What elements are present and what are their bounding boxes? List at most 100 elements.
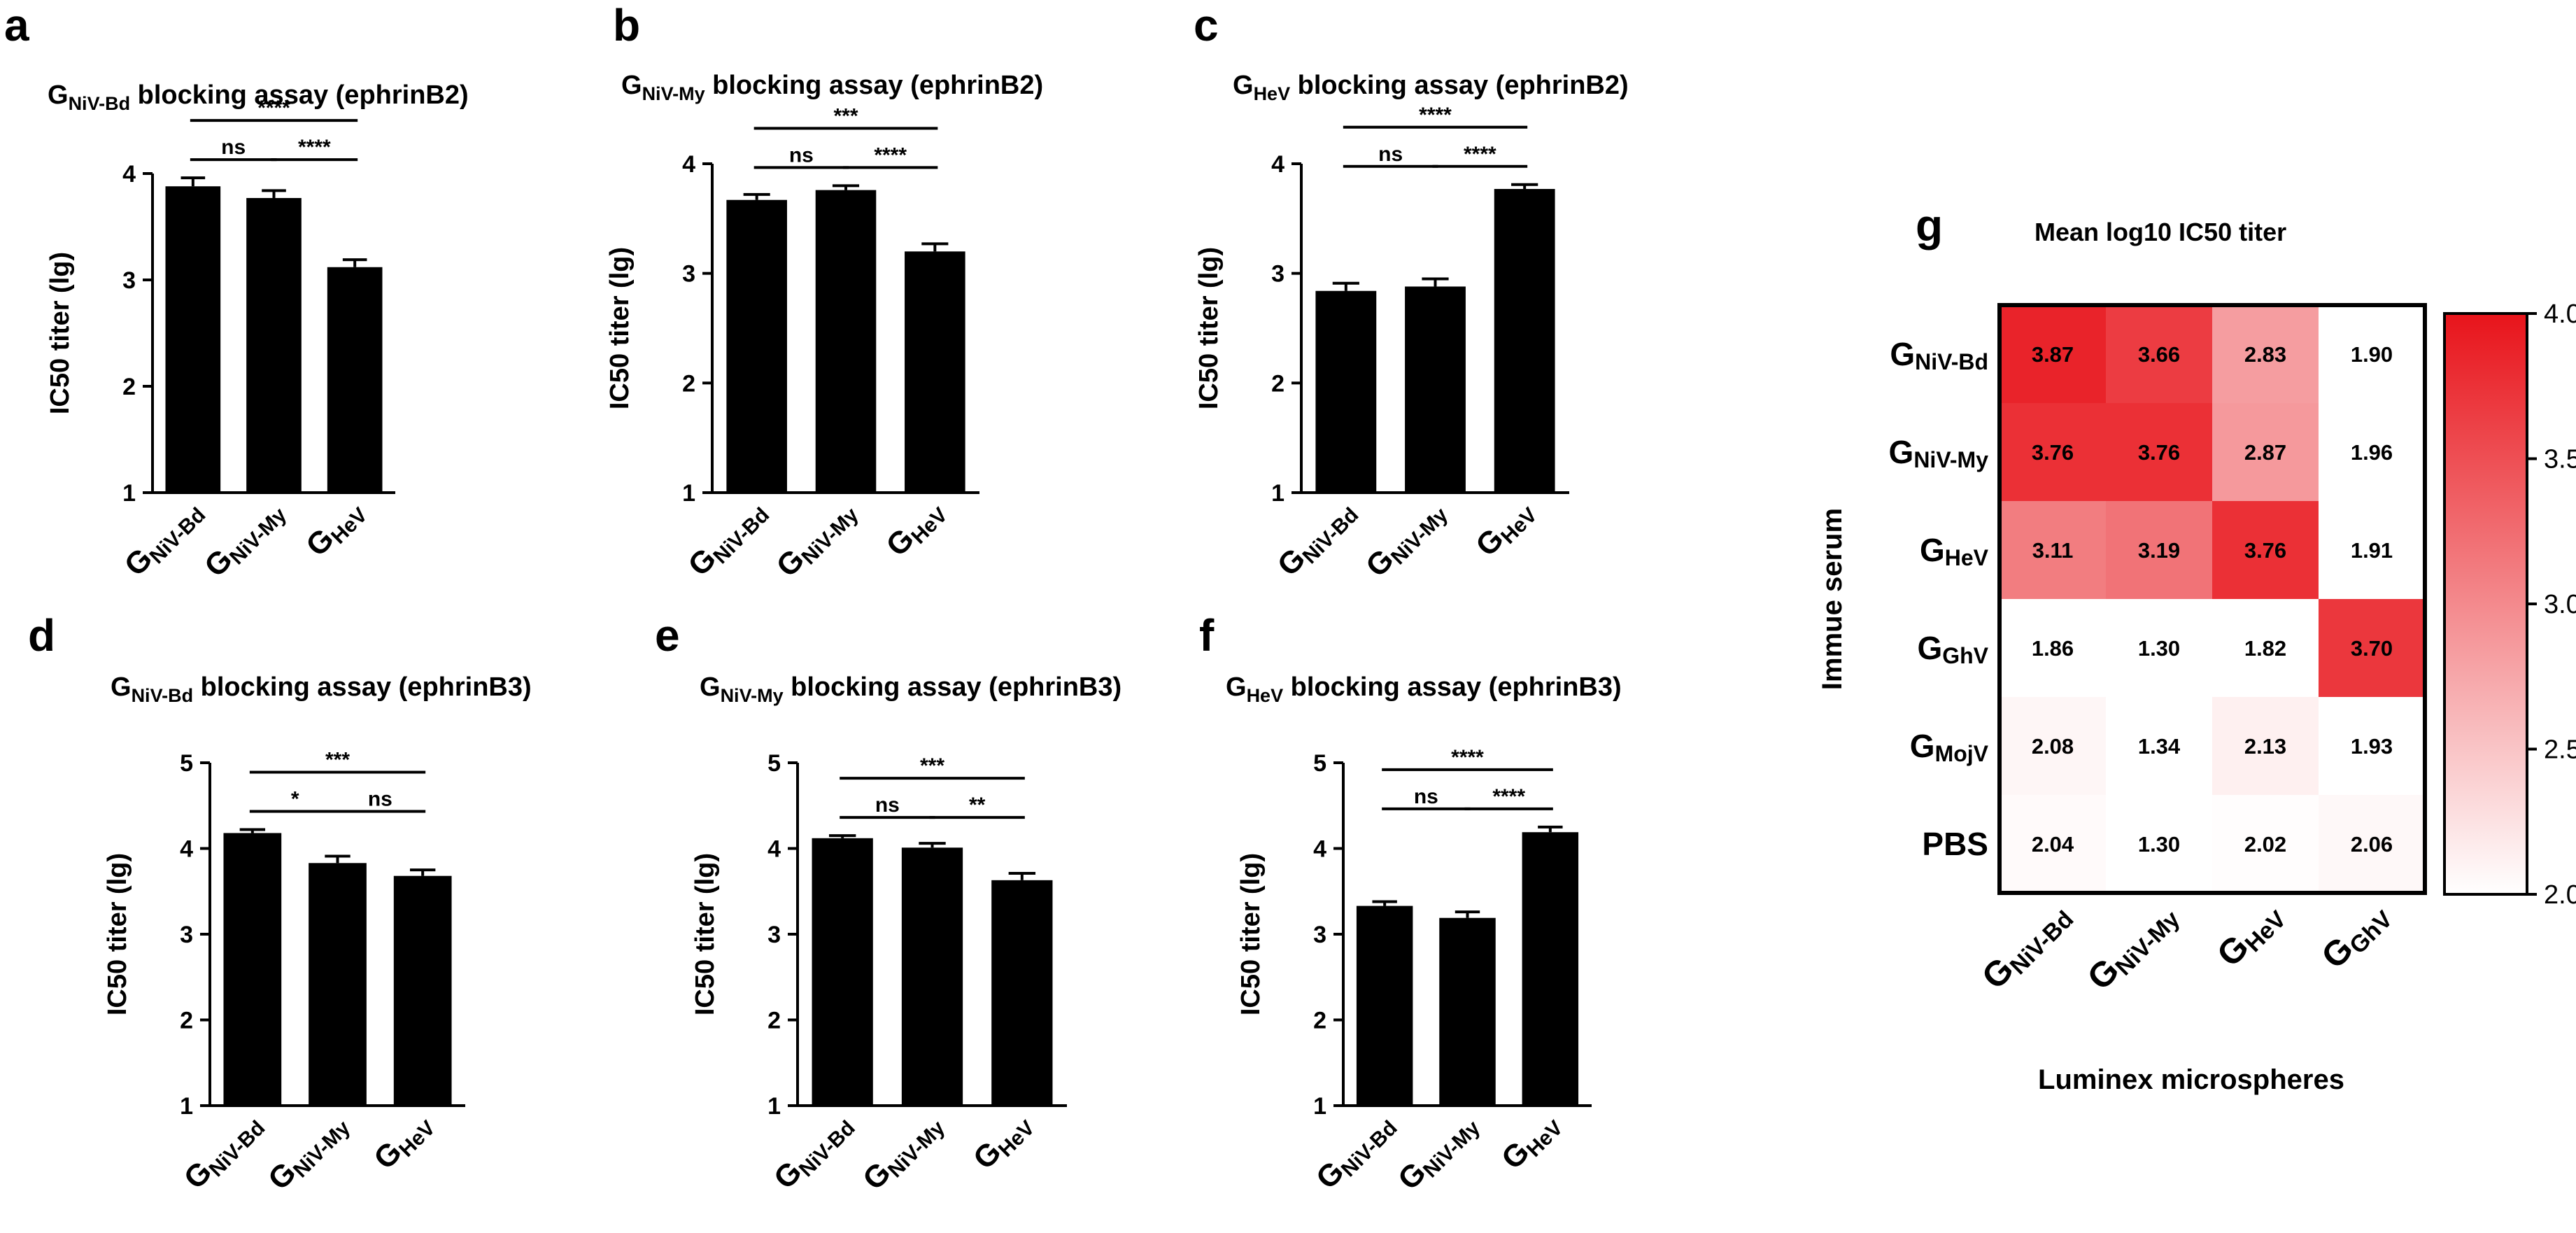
heatmap-cell-value: 3.19	[2138, 538, 2180, 563]
heatmap-row-label-sub: GhV	[1942, 643, 1988, 668]
heatmap-row-label-sub: MojV	[1935, 741, 1989, 766]
x-category-label: GNiV-Bd	[1271, 493, 1364, 585]
heatmap-col-label: GGhV	[2314, 894, 2398, 978]
y-axis-label: IC50 titer (lg)	[691, 853, 720, 1015]
chart-title: GNiV-Bd blocking assay (ephrinB3)	[111, 672, 532, 706]
heatmap-row-label-sub: NiV-Bd	[1915, 349, 1988, 374]
heatmap-cell-value: 1.34	[2138, 734, 2181, 759]
heatmap-cell	[2319, 403, 2425, 501]
x-category-label-sub: NiV-My	[225, 503, 291, 569]
heatmap-col-label-sub: NiV-My	[2110, 906, 2185, 980]
heatmap-cell-value: 1.30	[2138, 636, 2180, 661]
significance-label: **	[969, 794, 986, 817]
heatmap-cell-value: 2.04	[2032, 832, 2074, 857]
x-category-label: GNiV-My	[1359, 493, 1452, 586]
y-tick-label: 2	[682, 370, 695, 397]
chart-title-rest: blocking assay (ephrinB3)	[784, 672, 1122, 702]
y-tick-label: 1	[122, 480, 136, 507]
significance-label: ****	[257, 97, 290, 120]
y-tick-label: 1	[1271, 480, 1285, 507]
y-tick-label: 3	[1271, 261, 1285, 288]
panel-g-heatmap: g Mean log10 IC50 titer 3.87 3.66 2.83 1.90 3.…	[1817, 200, 2576, 1095]
heatmap-row-label-main: G	[1917, 630, 1942, 666]
chart-title-sub: HeV	[1254, 83, 1291, 104]
heatmap-col-label: GHeV	[2209, 894, 2292, 977]
heatmap-row-label: PBS	[1922, 826, 1988, 862]
x-category-label: GHeV	[299, 493, 372, 565]
y-tick-label: 4	[1271, 151, 1285, 178]
y-tick-label: 3	[767, 922, 781, 948]
y-tick-label: 1	[767, 1093, 781, 1120]
heatmap-cell	[2000, 501, 2106, 599]
panel-letter: g	[1916, 200, 1943, 251]
chart-title-rest: blocking assay (ephrinB3)	[193, 672, 532, 702]
bar-1	[812, 838, 873, 1106]
x-category-label: GHeV	[1495, 1106, 1568, 1178]
heatmap-cell	[2000, 697, 2106, 795]
heatmap-cell-value: 1.96	[2351, 440, 2393, 465]
significance-label: ****	[1451, 746, 1484, 769]
x-category-label: GHeV	[879, 493, 952, 565]
x-category-label: GNiV-Bd	[178, 1106, 270, 1198]
y-tick-label: 4	[1313, 836, 1326, 863]
y-tick-label: 5	[1313, 750, 1326, 777]
heatmap-row-label-main: PBS	[1922, 826, 1988, 862]
x-category-label: GHeV	[367, 1106, 440, 1178]
heatmap-cell-value: 3.70	[2351, 636, 2393, 661]
y-tick-label: 3	[122, 267, 136, 294]
bar-1	[726, 199, 787, 493]
colorbar-tick-label: 2.5	[2544, 735, 2576, 765]
bar-3	[905, 251, 965, 493]
heatmap-cell-value: 2.83	[2244, 342, 2286, 367]
x-category-label-sub: NiV-Bd	[1298, 503, 1364, 568]
significance-label: ***	[920, 754, 944, 777]
heatmap-cell	[2000, 795, 2106, 893]
y-tick-label: 3	[180, 922, 193, 948]
y-axis-label: IC50 titer (lg)	[1194, 247, 1224, 409]
x-category-label: GNiV-Bd	[1310, 1106, 1402, 1198]
y-tick-label: 1	[682, 480, 695, 507]
x-category-label-sub: NiV-My	[1387, 503, 1452, 569]
chart-title-sub: HeV	[1247, 685, 1284, 706]
bar-2	[246, 197, 302, 493]
y-axis-label: IC50 titer (lg)	[605, 247, 635, 409]
chart-title: GHeV blocking assay (ephrinB3)	[1226, 672, 1622, 706]
heatmap-row-label-main: G	[1890, 336, 1915, 372]
y-axis-label: IC50 titer (lg)	[103, 853, 132, 1015]
significance-label: ns	[789, 143, 814, 167]
y-tick-label: 5	[767, 750, 781, 777]
chart-title-main: G	[621, 71, 642, 100]
x-category-label-sub: NiV-Bd	[795, 1116, 860, 1181]
heatmap-row-label-sub: NiV-My	[1913, 447, 1988, 472]
significance-label: ****	[1419, 104, 1452, 127]
bar-2	[1439, 917, 1496, 1106]
x-category-label: GNiV-My	[262, 1106, 355, 1199]
heatmap-x-axis-label: Luminex microspheres	[2038, 1064, 2344, 1095]
heatmap-cell	[2106, 501, 2212, 599]
colorbar-tick-label: 4.0	[2544, 300, 2576, 329]
y-tick-label: 2	[122, 374, 136, 400]
heatmap-row-label-main: G	[1910, 728, 1935, 764]
y-tick-label: 2	[1313, 1008, 1326, 1034]
heatmap-cell	[2212, 697, 2319, 795]
significance-label: ns	[221, 136, 246, 159]
x-category-label-sub: NiV-My	[884, 1116, 949, 1182]
heatmap-cell	[2319, 599, 2425, 697]
chart-title-sub: NiV-My	[721, 685, 784, 706]
panel-letter: d	[28, 610, 55, 661]
y-tick-label: 3	[682, 261, 695, 288]
colorbar-tick-label: 3.5	[2544, 445, 2576, 474]
x-category-label: GNiV-Bd	[681, 493, 774, 585]
heatmap-cell-value: 1.91	[2351, 538, 2393, 563]
heatmap-title: Mean log10 IC50 titer	[2034, 218, 2286, 246]
chart-title-main: G	[700, 672, 721, 702]
heatmap-cell-value: 2.08	[2032, 734, 2074, 759]
x-category-label: GNiV-Bd	[767, 1106, 860, 1198]
heatmap-cell-value: 2.02	[2244, 832, 2286, 857]
x-category-label: GHeV	[1469, 493, 1542, 565]
panel-letter: f	[1199, 610, 1215, 661]
heatmap-cell-value: 3.76	[2032, 440, 2074, 465]
heatmap-cell-value: 1.93	[2351, 734, 2393, 759]
